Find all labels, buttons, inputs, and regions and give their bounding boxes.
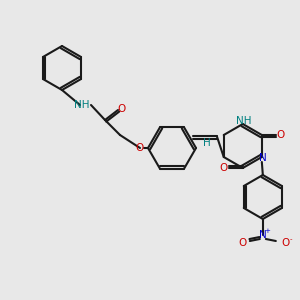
Text: O: O [282,238,290,248]
Text: O: O [220,163,228,173]
Text: O: O [239,238,247,248]
Text: N: N [259,153,267,163]
Text: O: O [117,104,125,114]
Text: H: H [203,138,211,148]
Text: -: - [290,236,292,242]
Text: O: O [136,143,144,153]
Text: NH: NH [74,100,90,110]
Text: NH: NH [236,116,251,126]
Text: +: + [264,228,270,234]
Text: O: O [277,130,285,140]
Text: N: N [259,230,267,240]
